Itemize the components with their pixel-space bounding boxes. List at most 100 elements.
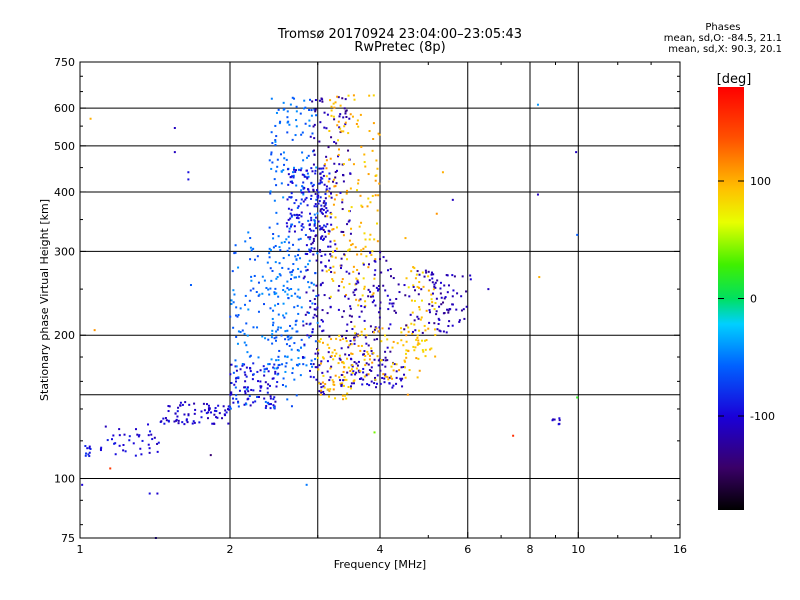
data-point	[317, 220, 320, 223]
data-point	[427, 275, 430, 278]
data-point	[465, 305, 468, 308]
data-point	[370, 366, 373, 369]
data-point	[308, 223, 311, 226]
data-point	[318, 167, 321, 170]
data-point	[295, 105, 298, 108]
data-point	[150, 433, 153, 436]
data-point	[274, 370, 277, 373]
data-point	[395, 363, 398, 366]
data-point	[276, 276, 279, 279]
data-point	[344, 123, 347, 126]
data-point	[319, 338, 322, 341]
data-point	[339, 113, 342, 116]
data-point	[428, 311, 431, 314]
data-point	[310, 229, 313, 232]
data-point	[268, 252, 271, 255]
data-point	[341, 208, 344, 211]
data-point	[281, 363, 284, 366]
data-point	[455, 308, 458, 311]
data-point	[278, 122, 281, 125]
data-point	[106, 439, 109, 442]
data-point	[389, 323, 392, 326]
data-point	[337, 153, 340, 156]
data-point	[320, 283, 323, 286]
data-point	[302, 363, 305, 366]
data-point	[289, 180, 292, 183]
data-point	[300, 189, 303, 192]
data-point	[270, 131, 273, 134]
data-point	[374, 378, 377, 381]
data-point	[293, 97, 296, 100]
data-point	[312, 316, 315, 319]
data-point	[320, 227, 323, 230]
data-point	[278, 349, 281, 352]
data-point	[400, 331, 403, 334]
data-point	[275, 135, 278, 138]
data-point	[280, 182, 283, 185]
data-point	[432, 273, 435, 276]
data-point	[379, 382, 382, 385]
data-point	[202, 402, 205, 405]
data-point	[246, 351, 249, 354]
data-point	[387, 327, 390, 330]
data-point	[354, 373, 357, 376]
data-point	[243, 341, 246, 344]
data-point	[441, 171, 444, 174]
data-point	[342, 163, 345, 166]
data-point	[356, 333, 359, 336]
data-point	[320, 261, 323, 264]
data-point	[307, 236, 310, 239]
data-point	[274, 140, 277, 143]
data-point	[321, 371, 324, 374]
data-point	[301, 223, 304, 226]
data-point	[315, 205, 318, 208]
data-point	[389, 298, 392, 301]
data-point	[451, 303, 454, 306]
data-point	[319, 227, 322, 230]
data-point	[439, 292, 442, 295]
data-point	[283, 157, 286, 160]
data-point	[378, 358, 381, 361]
data-point	[249, 237, 252, 240]
data-point	[326, 223, 329, 226]
data-point	[378, 133, 381, 136]
data-point	[244, 373, 247, 376]
data-point	[420, 288, 423, 291]
data-point	[335, 194, 338, 197]
data-point	[268, 293, 271, 296]
data-point	[286, 198, 289, 201]
data-point	[348, 282, 351, 285]
data-point	[357, 360, 360, 363]
data-point	[340, 347, 343, 350]
data-point	[384, 334, 387, 337]
data-point	[246, 334, 249, 337]
data-point	[303, 107, 306, 110]
data-point	[276, 222, 279, 225]
data-point	[167, 419, 170, 422]
data-point	[300, 338, 303, 341]
data-point	[303, 356, 306, 359]
data-point	[318, 99, 321, 102]
data-point	[376, 338, 379, 341]
data-point	[305, 196, 308, 199]
data-point	[285, 362, 288, 365]
data-point	[222, 405, 225, 408]
data-point	[275, 336, 278, 339]
data-point	[342, 180, 345, 183]
data-point	[392, 340, 395, 343]
data-point	[342, 361, 345, 364]
data-point	[361, 383, 364, 386]
data-point	[427, 270, 430, 273]
data-point	[314, 110, 317, 113]
data-point	[331, 379, 334, 382]
data-point	[210, 411, 213, 414]
data-point	[177, 406, 180, 409]
data-point	[227, 405, 230, 408]
data-point	[384, 365, 387, 368]
data-point	[383, 377, 386, 380]
data-point	[321, 235, 324, 238]
data-point	[286, 293, 289, 296]
data-point	[349, 387, 352, 390]
data-point	[313, 149, 316, 152]
